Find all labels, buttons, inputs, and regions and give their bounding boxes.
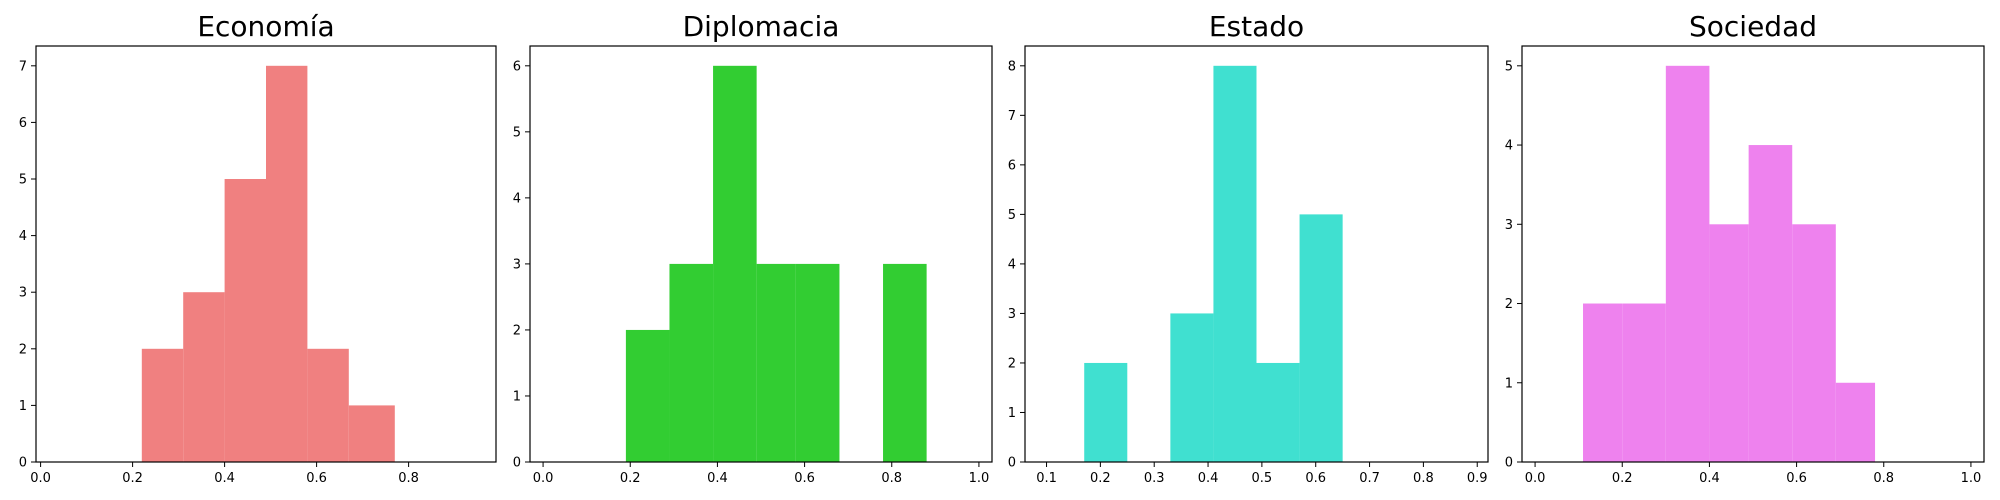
y-tick-label: 4: [1008, 257, 1016, 272]
histogram-bar: [1835, 382, 1876, 462]
histogram-bar: [1583, 303, 1623, 462]
y-tick-label: 6: [19, 116, 27, 131]
y-tick-label: 6: [1008, 158, 1016, 173]
y-tick-label: 2: [1505, 297, 1513, 312]
y-tick-label: 0: [1505, 456, 1513, 471]
histogram-bar: [1665, 65, 1710, 463]
x-tick-label: 0.8: [1413, 471, 1434, 486]
x-tick-label: 0.0: [30, 471, 51, 486]
x-tick-label: 0.8: [1873, 471, 1894, 486]
histogram-bar: [883, 263, 927, 462]
x-tick-label: 0.4: [1198, 471, 1219, 486]
histogram-bar: [307, 348, 349, 462]
y-tick-label: 4: [513, 191, 521, 206]
y-tick-label: 2: [513, 323, 521, 338]
histogram-bar: [224, 179, 266, 462]
y-tick-label: 7: [1008, 109, 1016, 124]
y-tick-label: 5: [19, 173, 27, 188]
y-tick-label: 0: [513, 456, 521, 471]
panel-title: Economía: [197, 10, 334, 43]
histogram-bar: [713, 65, 757, 463]
histogram-bar: [1709, 224, 1749, 462]
histogram-bar: [1792, 224, 1836, 462]
x-tick-label: 0.2: [620, 471, 641, 486]
x-tick-label: 0.0: [1525, 471, 1546, 486]
y-tick-label: 8: [1008, 59, 1016, 74]
x-tick-label: 0.5: [1252, 471, 1273, 486]
y-tick-label: 5: [1008, 208, 1016, 223]
y-tick-label: 3: [1505, 218, 1513, 233]
histogram-bar: [795, 263, 840, 462]
y-tick-label: 6: [513, 59, 521, 74]
y-tick-label: 2: [19, 342, 27, 357]
axes-frame: [1024, 45, 1489, 463]
y-tick-label: 4: [1505, 139, 1513, 154]
x-tick-label: 0.2: [122, 471, 143, 486]
histogram-bar: [183, 292, 225, 462]
y-tick-label: 0: [19, 456, 27, 471]
y-tick-label: 5: [1505, 59, 1513, 74]
x-tick-label: 0.1: [1036, 471, 1057, 486]
x-tick-label: 0.4: [707, 471, 728, 486]
axes-frame: [35, 45, 497, 463]
histogram-bar: [1299, 214, 1343, 462]
histogram-bar: [1622, 303, 1666, 462]
histogram-bar: [1748, 145, 1793, 463]
panel-title: Diplomacia: [683, 10, 840, 43]
axes-frame: [1521, 45, 1985, 463]
x-tick-label: 0.8: [398, 471, 419, 486]
histogram-bar: [625, 329, 670, 462]
x-tick-label: 1.0: [969, 471, 990, 486]
x-tick-label: 0.2: [1612, 471, 1633, 486]
histogram-bar: [348, 405, 395, 462]
y-tick-label: 0: [1008, 456, 1016, 471]
y-tick-label: 3: [513, 257, 521, 272]
x-tick-label: 0.6: [794, 471, 815, 486]
histogram-bar: [1170, 313, 1214, 462]
histogram-bar: [669, 263, 714, 462]
y-tick-label: 3: [1008, 307, 1016, 322]
y-tick-label: 7: [19, 59, 27, 74]
panel-sociedad: Sociedad 0.0 0.2 0.4 0.6 0.8 1.0 0 1 2 3 4 5: [1505, 10, 1985, 486]
y-tick-label: 5: [513, 125, 521, 140]
y-tick-label: 1: [19, 399, 27, 414]
y-tick-label: 1: [1505, 376, 1513, 391]
x-tick-label: 0.4: [214, 471, 235, 486]
x-tick-label: 1.0: [1961, 471, 1982, 486]
y-tick-label: 1: [513, 389, 521, 404]
x-tick-label: 0.3: [1144, 471, 1165, 486]
x-tick-label: 0.8: [881, 471, 902, 486]
y-tick-label: 1: [1008, 406, 1016, 421]
y-tick-label: 4: [19, 229, 27, 244]
y-tick-label: 3: [19, 286, 27, 301]
x-tick-label: 0.6: [1786, 471, 1807, 486]
x-tick-label: 0.2: [1090, 471, 1111, 486]
histogram-bar: [266, 65, 308, 463]
histogram-bar: [141, 348, 184, 462]
x-tick-label: 0.4: [1699, 471, 1720, 486]
panel-economia: Economía 0.0 0.2 0.4 0.6 0.8 0 1 2 3 4 5 6 7: [19, 10, 497, 486]
panel-title: Sociedad: [1689, 10, 1817, 43]
axes-frame: [529, 45, 993, 463]
x-tick-label: 0.7: [1359, 471, 1380, 486]
x-tick-label: 0.9: [1467, 471, 1488, 486]
panel-estado: Estado 0.1 0.2 0.3 0.4 0.5 0.6 0.7 0.8 0.9 0 1 2 3 4 5…: [1008, 10, 1489, 486]
x-tick-label: 0.6: [1305, 471, 1326, 486]
histogram-bar: [756, 263, 796, 462]
histogram-bar: [1256, 362, 1300, 462]
histogram-bar: [1084, 362, 1128, 462]
x-tick-label: 0.0: [533, 471, 554, 486]
histogram-bar: [1213, 65, 1257, 463]
y-tick-label: 2: [1008, 356, 1016, 371]
panel-title: Estado: [1209, 10, 1304, 43]
panel-diplomacia: Diplomacia 0.0 0.2 0.4 0.6 0.8 1.0 0 1 2 3 4 5 6: [513, 10, 993, 486]
x-tick-label: 0.6: [306, 471, 327, 486]
